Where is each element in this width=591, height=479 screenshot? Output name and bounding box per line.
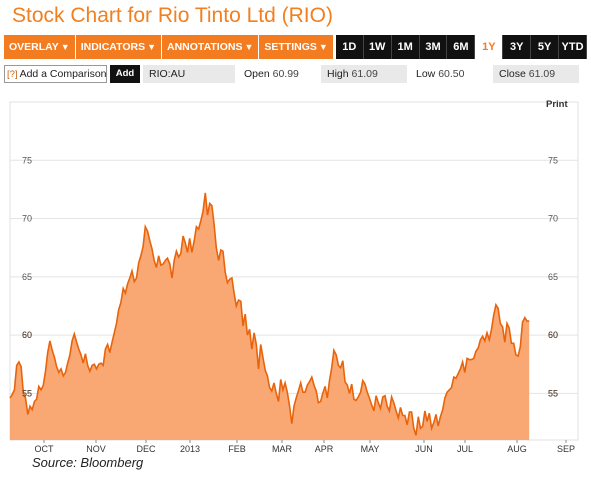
range-selector: 1D 1W 1M 3M 6M 1Y 3Y 5Y YTD xyxy=(335,35,587,59)
annotations-menu-button[interactable]: ANNOTATIONS ▼ xyxy=(162,35,260,59)
range-button-6m[interactable]: 6M xyxy=(447,35,476,59)
add-comparison-button[interactable]: Add xyxy=(110,65,140,83)
x-tick-label: DEC xyxy=(136,444,156,452)
y-tick-label-left-overlay: 60 xyxy=(22,330,32,340)
range-button-3y[interactable]: 3Y xyxy=(503,35,532,59)
y-tick-label-right: 75 xyxy=(548,155,558,165)
low-quote: Low 60.50 xyxy=(410,65,490,83)
help-icon[interactable]: [?] xyxy=(7,68,18,80)
caret-down-icon: ▼ xyxy=(147,42,157,52)
range-button-1w[interactable]: 1W xyxy=(364,35,392,59)
y-tick-label-left: 55 xyxy=(22,388,32,398)
open-label: Open xyxy=(244,68,270,80)
ticker-symbol: RIO:AU xyxy=(143,65,235,83)
indicators-menu-label: INDICATORS xyxy=(80,41,146,53)
x-tick-label: NOV xyxy=(86,444,106,452)
x-tick-label: OCT xyxy=(35,444,55,452)
settings-menu-button[interactable]: SETTINGS ▼ xyxy=(259,35,334,59)
y-tick-label-left-overlay: 55 xyxy=(22,388,32,398)
x-tick-label: MAR xyxy=(272,444,293,452)
add-comparison-input[interactable]: [?] Add a Comparison xyxy=(4,65,107,83)
overlay-menu-button[interactable]: OVERLAY ▼ xyxy=(4,35,76,59)
y-tick-label-right: 65 xyxy=(548,272,558,282)
range-button-3m[interactable]: 3M xyxy=(420,35,448,59)
range-button-1d[interactable]: 1D xyxy=(336,35,364,59)
high-quote: High 61.09 xyxy=(321,65,407,83)
range-button-1y[interactable]: 1Y xyxy=(475,35,504,59)
x-tick-label: JUN xyxy=(415,444,433,452)
x-tick-label: JUL xyxy=(457,444,473,452)
annotations-menu-label: ANNOTATIONS xyxy=(167,41,243,53)
high-label: High xyxy=(327,68,349,80)
close-value: 61.09 xyxy=(528,68,556,80)
y-tick-label-left: 75 xyxy=(22,155,32,165)
quote-row: [?] Add a Comparison Add RIO:AU Open 60.… xyxy=(4,64,587,84)
caret-down-icon: ▼ xyxy=(60,42,70,52)
page-title: Stock Chart for Rio Tinto Ltd (RIO) xyxy=(12,4,333,27)
price-area xyxy=(10,192,530,440)
price-line xyxy=(9,192,530,436)
settings-menu-label: SETTINGS xyxy=(264,41,317,53)
menu-group: OVERLAY ▼ INDICATORS ▼ ANNOTATIONS ▼ SETTIN… xyxy=(4,35,334,59)
price-chart[interactable]: 55 55 60 60 65 65 70 70 75 75 55 55 60 60 OCT NOV DEC 201… xyxy=(0,92,591,454)
y-tick-label-right: 70 xyxy=(548,214,558,224)
x-tick-label: AUG xyxy=(507,444,527,452)
open-value: 60.99 xyxy=(272,68,299,80)
source-caption: Source: Bloomberg xyxy=(32,455,144,470)
low-label: Low xyxy=(416,68,436,80)
y-tick-label-right: 60 xyxy=(548,330,558,340)
indicators-menu-button[interactable]: INDICATORS ▼ xyxy=(76,35,163,59)
range-button-ytd[interactable]: YTD xyxy=(559,35,587,59)
high-value: 61.09 xyxy=(351,68,378,80)
range-button-5y[interactable]: 5Y xyxy=(531,35,560,59)
close-quote: Close 61.09 xyxy=(493,65,579,83)
print-link[interactable]: Print xyxy=(546,99,568,110)
y-tick-label-left: 65 xyxy=(22,272,32,282)
overlay-menu-label: OVERLAY xyxy=(9,41,59,53)
x-tick-label: APR xyxy=(315,444,334,452)
y-tick-label-right: 55 xyxy=(548,388,558,398)
low-value: 60.50 xyxy=(438,68,465,80)
y-tick-label-right-overlay: 60 xyxy=(548,330,558,340)
close-label: Close xyxy=(499,68,526,80)
open-quote: Open 60.99 xyxy=(238,65,318,83)
y-tick-label-left: 60 xyxy=(22,330,32,340)
add-comparison-label: Add a Comparison xyxy=(19,68,107,80)
x-tick-label: 2013 xyxy=(180,444,200,452)
range-button-1m[interactable]: 1M xyxy=(392,35,420,59)
x-tick-label: FEB xyxy=(228,444,246,452)
y-tick-label-left: 70 xyxy=(22,214,32,224)
x-tick-label: MAY xyxy=(361,444,380,452)
x-tick-label: SEP xyxy=(557,444,575,452)
caret-down-icon: ▼ xyxy=(318,42,328,52)
y-tick-label-right-overlay: 55 xyxy=(548,388,558,398)
chart-toolbar: OVERLAY ▼ INDICATORS ▼ ANNOTATIONS ▼ SETTIN… xyxy=(4,35,587,59)
caret-down-icon: ▼ xyxy=(244,42,254,52)
